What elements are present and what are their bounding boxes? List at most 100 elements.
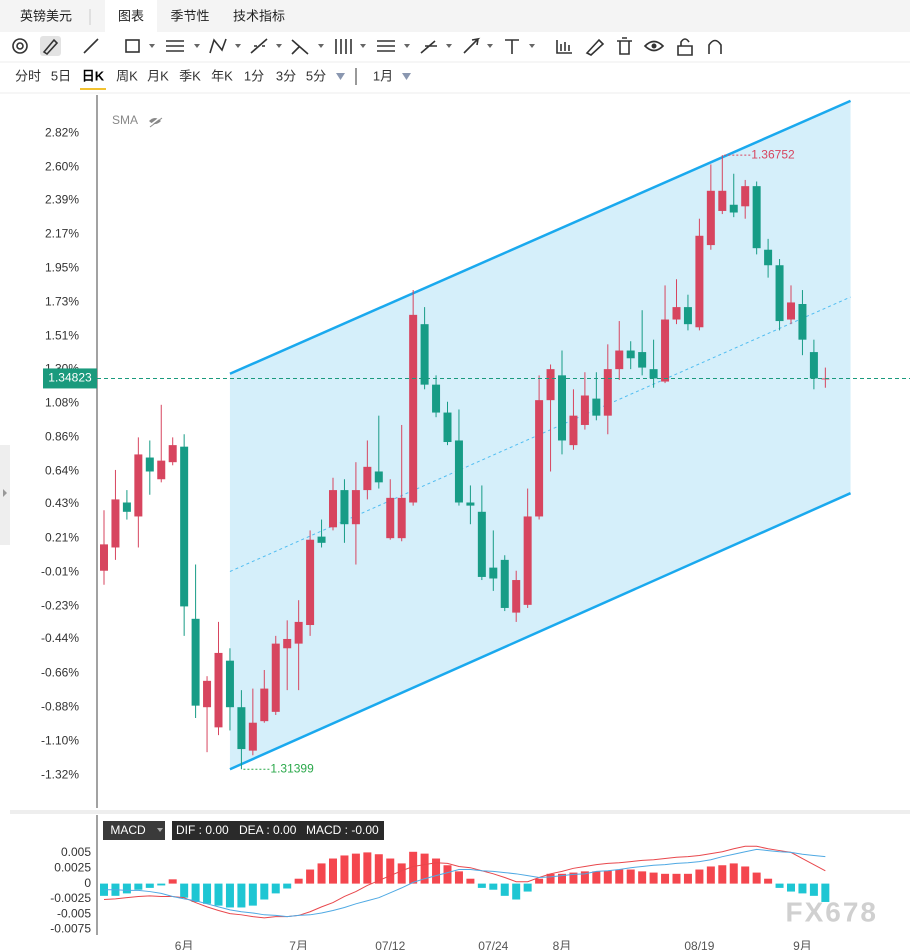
candle-body <box>145 457 154 472</box>
tool-icon[interactable] <box>12 38 28 54</box>
macd-bar <box>203 883 212 904</box>
macd-bar <box>535 878 544 884</box>
tool-icon[interactable] <box>335 39 352 54</box>
timeframe[interactable]: 1分 <box>244 68 264 83</box>
tool-icon[interactable] <box>617 37 632 55</box>
timeframe[interactable]: 周K <box>116 68 138 83</box>
macd-bar <box>809 883 818 896</box>
candle-body <box>741 186 750 207</box>
macd-bar <box>798 883 807 894</box>
macd-bar <box>558 873 566 884</box>
tool-icon[interactable] <box>40 36 61 56</box>
candle-body <box>695 235 704 328</box>
macd-bar <box>329 858 337 884</box>
candle-body <box>580 395 589 425</box>
macd-bar <box>397 863 406 884</box>
timeframe[interactable]: 季K <box>179 68 201 83</box>
visibility-icon[interactable] <box>148 115 163 128</box>
candle-body <box>729 204 738 213</box>
candle-body <box>775 265 784 322</box>
macd-bar <box>718 865 727 884</box>
candle-body <box>512 580 521 613</box>
tab[interactable]: 图表 <box>118 8 144 23</box>
candle-body <box>122 502 131 512</box>
timeframe[interactable]: 日K <box>82 68 105 83</box>
macd-bar <box>294 878 303 884</box>
macd-bar <box>306 869 315 884</box>
candle-body <box>271 643 280 712</box>
indicator-box[interactable] <box>103 821 165 840</box>
macd-bar <box>283 883 292 889</box>
last-price-label: 1.34823 <box>48 371 92 385</box>
y-tick-label: -0.44% <box>41 631 79 645</box>
extreme-marker-label: 1.36752 <box>751 147 795 161</box>
candle-body <box>374 471 383 483</box>
macd-bar <box>237 883 246 908</box>
readout-value: DEA : 0.00 <box>239 823 297 837</box>
macd-bar <box>271 883 280 894</box>
y-tick-label: -0.66% <box>41 665 79 679</box>
readout-value: MACD : -0.00 <box>306 823 379 837</box>
tab[interactable]: 英镑美元 <box>20 8 72 23</box>
macd-line <box>103 845 826 919</box>
candle-body <box>340 490 349 525</box>
tool-icon[interactable] <box>291 39 309 55</box>
dropdown-arrow[interactable] <box>157 828 163 832</box>
macd-bar <box>122 883 131 894</box>
timeframe[interactable]: 3分 <box>276 68 296 83</box>
candle-body <box>454 440 463 503</box>
tool-icon[interactable] <box>677 38 693 56</box>
x-tick-label: 08/19 <box>684 939 714 950</box>
candle-body <box>615 350 624 370</box>
indicator-label: SMA <box>112 113 138 127</box>
tool-icon[interactable] <box>585 38 605 56</box>
macd-bar <box>134 883 143 890</box>
tab[interactable]: 技术指标 <box>233 8 285 23</box>
y-tick-label: 2.17% <box>45 226 79 240</box>
tool-icon[interactable] <box>643 40 665 52</box>
panel-separator <box>10 810 910 814</box>
tool-icon[interactable] <box>556 40 572 54</box>
tool-icon[interactable] <box>250 38 268 54</box>
timeframe[interactable]: 5日 <box>51 68 71 83</box>
dropdown-arrow[interactable] <box>402 73 411 80</box>
macd-bar <box>580 871 589 884</box>
x-tick-label: 07/12 <box>375 939 405 950</box>
macd-bar <box>157 883 166 886</box>
channel-mid <box>229 296 851 572</box>
tool-icon[interactable] <box>505 39 519 54</box>
timeframe[interactable]: 年K <box>211 68 233 83</box>
macd-bar <box>443 865 452 884</box>
candle-body <box>283 638 292 649</box>
macd-bar <box>695 869 704 884</box>
macd-bar <box>340 855 349 884</box>
y-tick-label: -0.01% <box>41 564 79 578</box>
dropdown-arrow[interactable] <box>336 73 345 80</box>
macd-bar <box>374 854 383 884</box>
y-tick-label: 2.60% <box>45 160 79 174</box>
y-tick-label: -0.0075 <box>50 922 91 936</box>
tab[interactable]: 季节性 <box>170 8 209 23</box>
tool-icon[interactable] <box>83 38 99 54</box>
timeframe[interactable]: 月K <box>147 68 169 83</box>
tool-icon[interactable] <box>377 40 395 52</box>
candle-body <box>466 502 475 506</box>
tool-icon[interactable] <box>166 40 184 52</box>
macd-bar <box>432 858 441 884</box>
tool-icon[interactable] <box>420 40 437 54</box>
x-tick-label: 8月 <box>553 939 572 950</box>
candle-body <box>180 446 189 607</box>
range-select[interactable]: 1月 <box>373 68 393 83</box>
timeframe[interactable]: 5分 <box>306 68 326 83</box>
macd-bar <box>260 883 269 900</box>
tool-icon[interactable] <box>125 39 140 53</box>
y-tick-label: 1.73% <box>45 295 79 309</box>
candle-body <box>661 319 670 382</box>
tool-icon[interactable] <box>209 38 227 54</box>
tool-icon[interactable] <box>463 37 481 54</box>
tool-icon[interactable] <box>708 39 722 55</box>
timeframe[interactable]: 分时 <box>15 68 41 83</box>
candle-body <box>168 445 177 463</box>
y-tick-label: 0.0025 <box>54 860 91 874</box>
